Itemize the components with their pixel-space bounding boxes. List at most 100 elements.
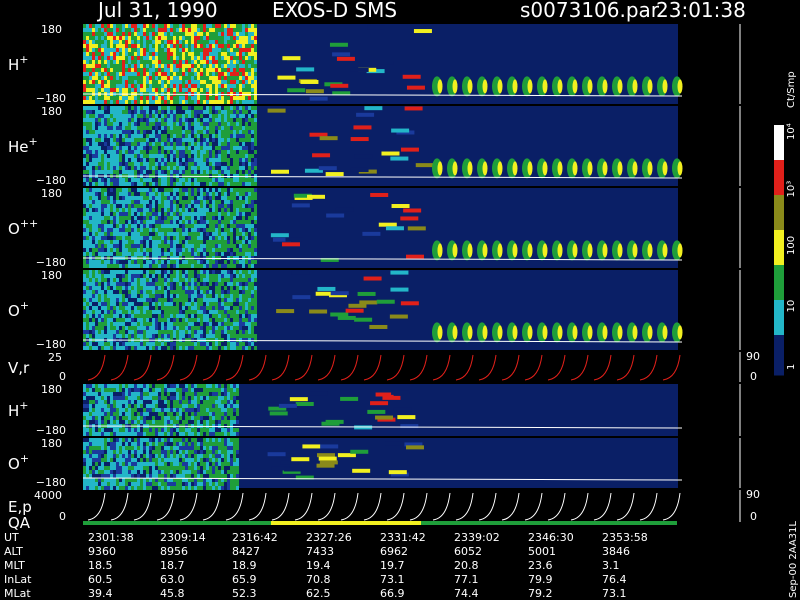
- heatmap-cell: [113, 48, 116, 52]
- heatmap-cell: [131, 48, 134, 52]
- heatmap-cell: [158, 314, 161, 318]
- heatmap-cell: [101, 88, 104, 92]
- heatmap-cell: [227, 52, 230, 56]
- heatmap-cell: [230, 330, 233, 334]
- heatmap-cell: [83, 306, 86, 310]
- heatmap-cell: [209, 252, 212, 256]
- heatmap-cell: [212, 130, 215, 134]
- heatmap-cell: [86, 408, 89, 412]
- heatmap-cell: [218, 138, 221, 142]
- heatmap-cell: [176, 322, 179, 326]
- heatmap-cell: [107, 240, 110, 244]
- heatmap-cell: [215, 122, 218, 126]
- heatmap-cell: [230, 64, 233, 68]
- heatmap-cell: [167, 204, 170, 208]
- heatmap-cell: [158, 158, 161, 162]
- heatmap-cell: [101, 408, 104, 412]
- heatmap-cell: [122, 294, 125, 298]
- heatmap-cell: [233, 278, 236, 282]
- heatmap-cell: [98, 200, 101, 204]
- heatmap-cell: [227, 158, 230, 162]
- heatmap-cell: [122, 80, 125, 84]
- heatmap-cell: [134, 138, 137, 142]
- heatmap-cell: [182, 170, 185, 174]
- heatmap-cell: [158, 236, 161, 240]
- heatmap-cell: [182, 244, 185, 248]
- heatmap-cell: [113, 76, 116, 80]
- heatmap-cell: [146, 282, 149, 286]
- heatmap-cell: [182, 232, 185, 236]
- heatmap-cell: [218, 106, 221, 110]
- spin-feature-core: [497, 161, 503, 176]
- heatmap-cell: [212, 326, 215, 330]
- heatmap-cell: [191, 170, 194, 174]
- heatmap-cell: [131, 28, 134, 32]
- heatmap-cell: [95, 96, 98, 100]
- heatmap-cell: [86, 404, 89, 408]
- heatmap-cell: [206, 80, 209, 84]
- heatmap-cell: [125, 60, 128, 64]
- heatmap-cell: [245, 208, 248, 212]
- heatmap-cell: [191, 80, 194, 84]
- heatmap-cell: [239, 188, 242, 192]
- heatmap-cell: [227, 84, 230, 88]
- heatmap-cell: [107, 56, 110, 60]
- heatmap-cell: [179, 290, 182, 294]
- heatmap-cell: [110, 28, 113, 32]
- heatmap-cell: [233, 72, 236, 76]
- heatmap-cell: [245, 306, 248, 310]
- heatmap-cell: [86, 48, 89, 52]
- heatmap-cell: [176, 228, 179, 232]
- heatmap-cell: [98, 88, 101, 92]
- heatmap-cell: [200, 298, 203, 302]
- heatmap-cell: [188, 334, 191, 338]
- heatmap-cell: [86, 264, 89, 268]
- heatmap-cell: [203, 260, 206, 264]
- heatmap-cell: [140, 220, 143, 224]
- heatmap-cell: [143, 274, 146, 278]
- heatmap-cell: [203, 302, 206, 306]
- heatmap-cell: [146, 318, 149, 322]
- heatmap-cell: [161, 142, 164, 146]
- heatmap-cell: [158, 294, 161, 298]
- heatmap-cell: [155, 200, 158, 204]
- heatmap-cell: [83, 412, 86, 416]
- heatmap-cell: [164, 322, 167, 326]
- heatmap-cell: [134, 146, 137, 150]
- heatmap-cell: [203, 146, 206, 150]
- heatmap-cell: [116, 326, 119, 330]
- heatmap-cell: [152, 24, 155, 28]
- heatmap-cell: [248, 188, 251, 192]
- heatmap-cell: [182, 182, 185, 186]
- heatmap-cell: [239, 196, 242, 200]
- heatmap-cell: [161, 162, 164, 166]
- heatmap-cell: [239, 338, 242, 342]
- heatmap-cell: [107, 106, 110, 110]
- heatmap-cell: [152, 32, 155, 36]
- heatmap-cell: [125, 306, 128, 310]
- heatmap-cell: [224, 138, 227, 142]
- heatmap-cell: [113, 28, 116, 32]
- heatmap-cell: [167, 146, 170, 150]
- heatmap-cell: [155, 122, 158, 126]
- heatmap-cell: [173, 322, 176, 326]
- heatmap-cell: [122, 142, 125, 146]
- heatmap-cell: [215, 158, 218, 162]
- heatmap-cell: [146, 208, 149, 212]
- heatmap-cell: [113, 286, 116, 290]
- heatmap-cell: [173, 306, 176, 310]
- heatmap-cell: [239, 182, 242, 186]
- heatmap-cell: [176, 150, 179, 154]
- heatmap-cell: [254, 84, 257, 88]
- heatmap-cell: [116, 146, 119, 150]
- heatmap-cell: [200, 122, 203, 126]
- panel-trace: [82, 175, 683, 179]
- heatmap-cell: [152, 96, 155, 100]
- heatmap-cell: [236, 290, 239, 294]
- heatmap-cell: [101, 188, 104, 192]
- heatmap-cell: [161, 182, 164, 186]
- heatmap-cell: [92, 36, 95, 40]
- heatmap-cell: [248, 118, 251, 122]
- heatmap-cell: [236, 106, 239, 110]
- spin-feature-core: [512, 79, 518, 94]
